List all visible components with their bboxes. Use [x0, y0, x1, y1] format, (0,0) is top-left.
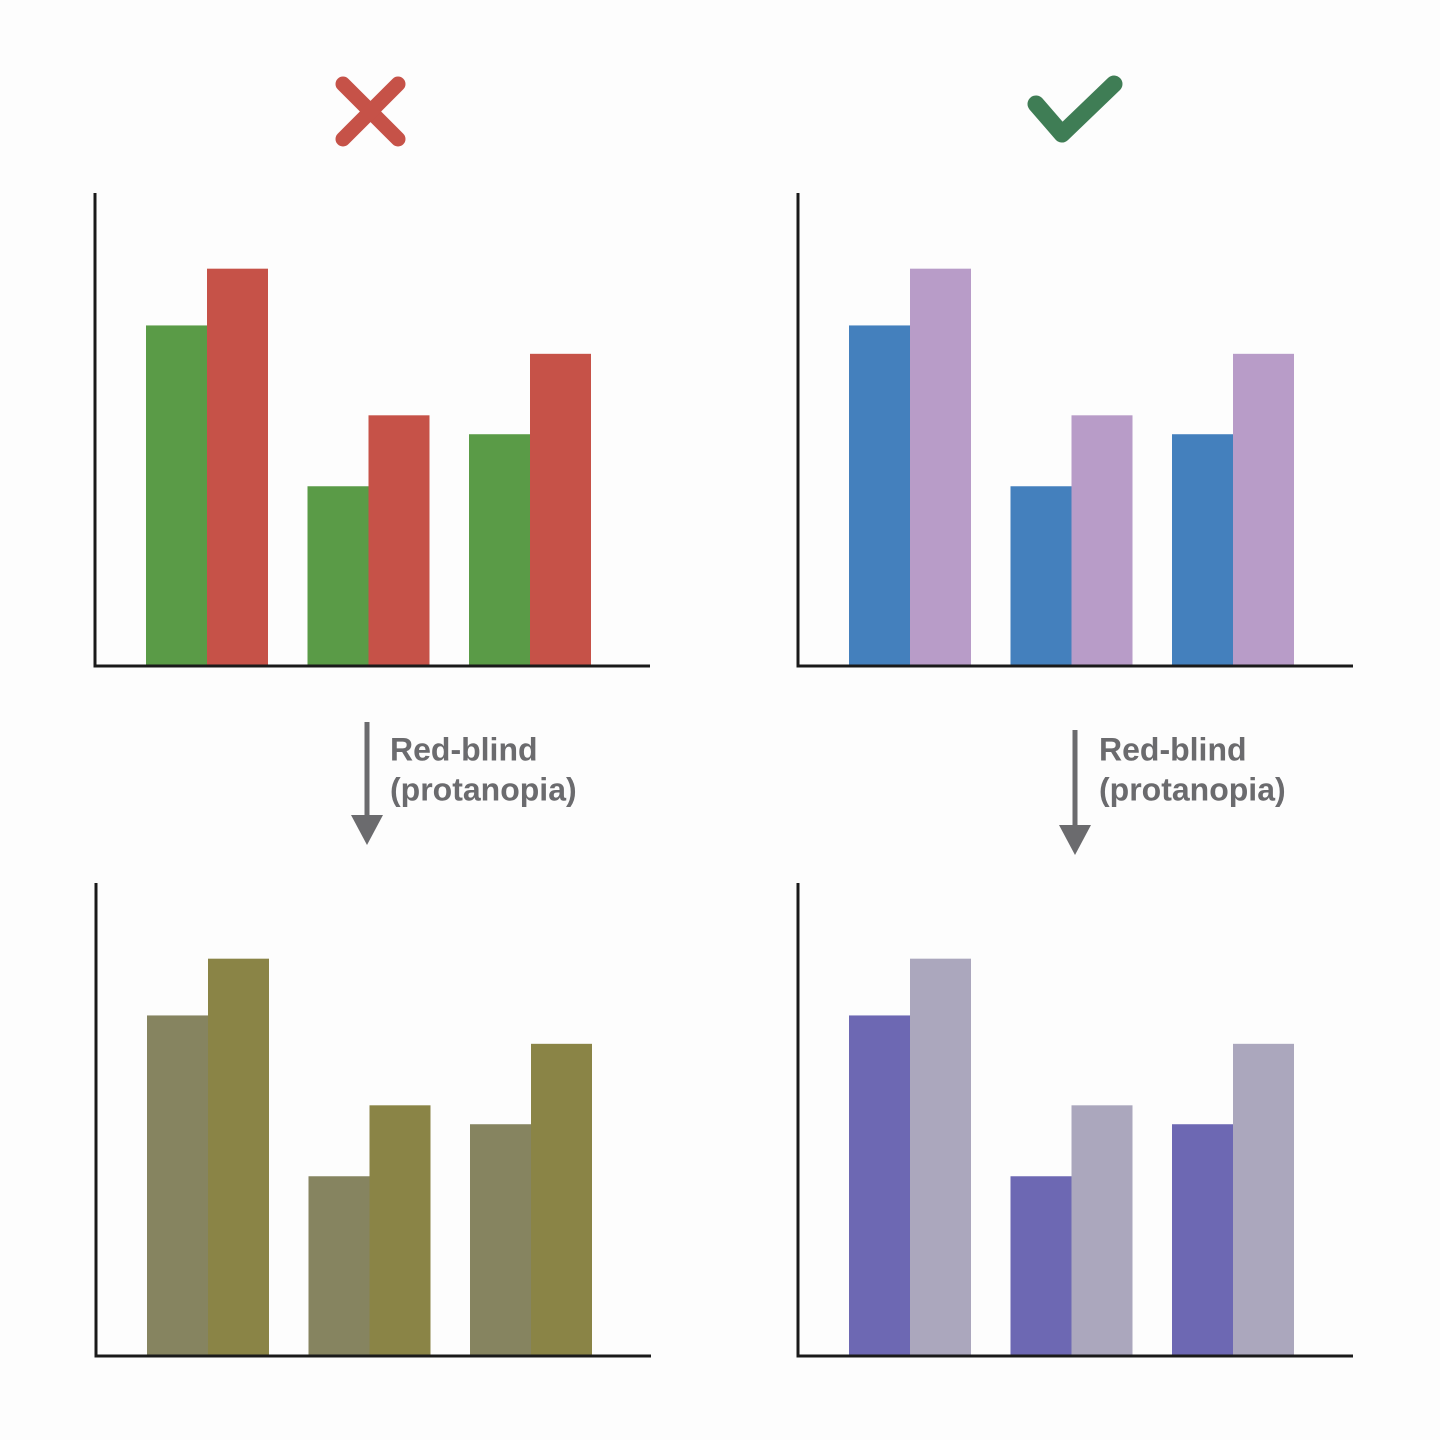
bar — [1233, 1043, 1294, 1356]
annotation: Red-blind — [1099, 731, 1247, 767]
bar — [1071, 415, 1133, 666]
bar — [207, 268, 268, 666]
bar — [1071, 1105, 1133, 1356]
cross-stroke — [335, 76, 406, 147]
arrow-head — [351, 815, 383, 845]
annotation: (protanopia) — [1099, 771, 1286, 807]
bar — [1233, 353, 1294, 666]
bar — [910, 268, 971, 666]
bar — [307, 486, 369, 666]
bar — [849, 1015, 910, 1356]
axis — [796, 883, 1353, 1358]
bar — [470, 1124, 531, 1356]
bar — [1010, 1176, 1072, 1356]
bar — [531, 1043, 592, 1356]
cross-icon — [335, 76, 406, 147]
arrow-head — [1059, 825, 1091, 855]
check-icon — [1027, 75, 1123, 143]
bar — [849, 325, 910, 666]
bar — [369, 1105, 431, 1356]
bar — [1172, 434, 1233, 666]
annotation: (protanopia) — [390, 771, 577, 807]
bar — [910, 958, 971, 1356]
axis — [94, 883, 651, 1358]
annotation: Red-blind — [390, 731, 538, 767]
bar — [208, 958, 269, 1356]
bar — [469, 434, 530, 666]
bar — [1010, 486, 1072, 666]
bar — [147, 1015, 208, 1356]
bar — [146, 325, 207, 666]
bar — [1172, 1124, 1233, 1356]
bar — [368, 415, 430, 666]
axis — [93, 193, 650, 668]
bar — [308, 1176, 370, 1356]
bar — [530, 353, 591, 666]
axis — [796, 193, 1353, 668]
